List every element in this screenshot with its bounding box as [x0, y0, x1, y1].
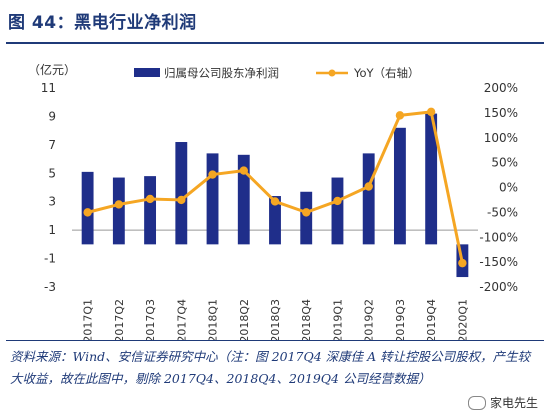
profit-bar: [237, 154, 250, 245]
x-tick-label: 2019Q2: [363, 299, 376, 340]
x-tick-label: 2018Q2: [238, 299, 251, 340]
net-profit-chart: （亿元） 归属母公司股东净利润 YoY（右轴） -3 -1 1 3 5 7 9 11 -200%…: [28, 62, 518, 340]
yoy-point: [302, 208, 311, 217]
wechat-icon: [467, 395, 486, 410]
yoy-point: [114, 200, 124, 209]
yoy-point: [239, 166, 248, 175]
left-tick-label: -3: [44, 280, 56, 294]
x-tick-label: 2017Q4: [175, 299, 188, 340]
profit-bar: [393, 127, 406, 245]
yoy-point: [426, 107, 436, 117]
left-tick-label: 7: [48, 138, 56, 152]
profit-bar: [81, 171, 94, 245]
yoy-point: [208, 170, 217, 179]
yoy-point: [83, 208, 92, 217]
profit-bar: [269, 196, 281, 245]
right-tick-label: -100%: [479, 230, 518, 244]
title-rule: [6, 42, 544, 44]
yoy-point: [364, 182, 373, 191]
yoy-point: [270, 197, 280, 206]
profit-bar: [206, 153, 219, 245]
profit-bar: [300, 191, 313, 245]
legend-line-label: YoY（右轴）: [353, 66, 420, 80]
x-tick-label: 2018Q1: [207, 299, 220, 340]
legend-bar-swatch: [134, 68, 160, 77]
right-tick-label: -150%: [479, 255, 518, 269]
yoy-point: [458, 258, 467, 268]
left-tick-label: 1: [48, 223, 56, 237]
x-tick-label: 2019Q1: [331, 299, 344, 340]
x-tick-label: 2017Q2: [113, 299, 126, 340]
source-note: 资料来源：Wind、安信证券研究中心（注：图 2017Q4 深康佳 A 转让控股…: [10, 349, 531, 386]
yoy-point: [395, 111, 405, 120]
left-axis-unit: （亿元）: [28, 62, 76, 77]
yoy-point: [177, 195, 186, 205]
watermark: 家电先生: [467, 394, 538, 411]
right-tick-label: 200%: [484, 81, 518, 95]
left-tick-label: 11: [41, 81, 56, 95]
right-tick-label: 100%: [484, 131, 518, 145]
left-tick-label: -1: [44, 252, 56, 266]
x-tick-label: 2018Q3: [269, 299, 282, 340]
profit-bar: [331, 177, 344, 245]
legend: 归属母公司股东净利润 YoY（右轴）: [134, 66, 420, 80]
right-tick-label: -200%: [479, 280, 518, 294]
left-tick-label: 9: [48, 109, 56, 123]
x-tick-label: 2020Q1: [456, 299, 469, 340]
yoy-point: [145, 194, 155, 204]
source-rule: [6, 340, 544, 341]
figure-title: 图 44：黑电行业净利润: [8, 13, 197, 33]
x-tick-label: 2018Q4: [300, 299, 313, 340]
x-tick-label: 2017Q1: [82, 299, 95, 340]
legend-bar-label: 归属母公司股东净利润: [164, 66, 279, 80]
yoy-point: [333, 196, 342, 206]
x-tick-label: 2017Q3: [144, 299, 157, 340]
profit-bar: [425, 113, 438, 245]
right-tick-label: -50%: [487, 205, 518, 219]
x-tick-label: 2019Q3: [394, 299, 407, 340]
right-tick-label: 0%: [499, 181, 518, 195]
profit-bar: [112, 177, 125, 245]
legend-line-marker: [328, 69, 336, 77]
profit-bar: [362, 153, 375, 245]
profit-bar: [144, 176, 157, 245]
x-tick-label: 2019Q4: [425, 299, 438, 340]
watermark-text: 家电先生: [489, 396, 538, 410]
profit-bar: [175, 142, 188, 245]
left-tick-label: 5: [48, 166, 56, 180]
right-tick-label: 150%: [484, 106, 518, 120]
right-tick-label: 50%: [491, 156, 518, 170]
left-tick-label: 3: [48, 195, 56, 209]
